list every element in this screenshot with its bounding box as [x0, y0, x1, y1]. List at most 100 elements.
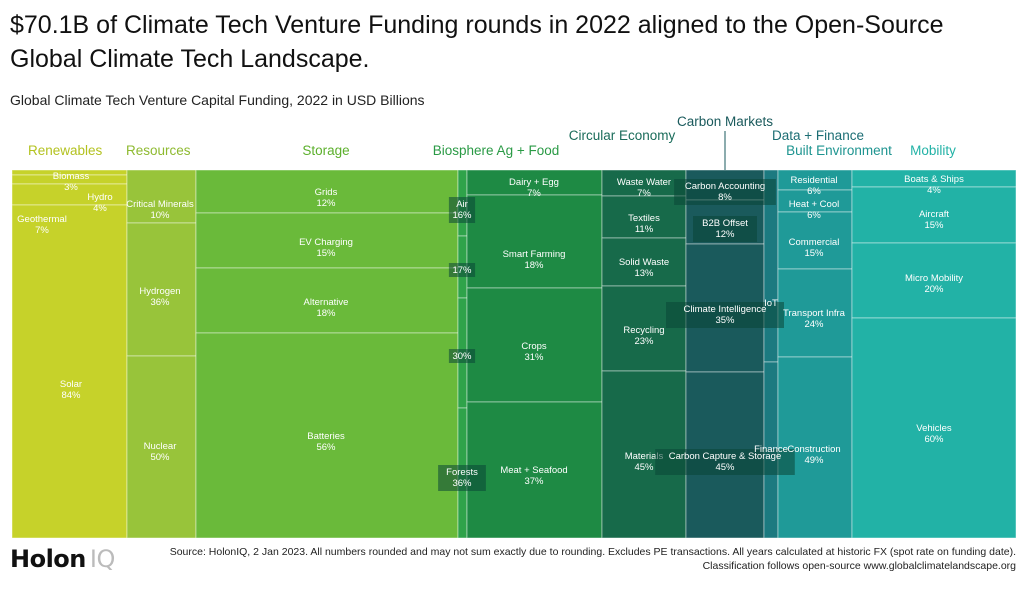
segment-value-storage-3: 56%: [316, 442, 336, 453]
segment-label-built-environment-commercial: Commercial: [789, 237, 840, 248]
segment-label-ag-food-smart-farming: Smart Farming: [503, 249, 566, 260]
segment-label-circular-economy-solid-waste: Solid Waste: [619, 257, 669, 268]
segment-label-circular-economy-waste-water: Waste Water: [617, 177, 671, 188]
segment-value-mobility-3: 60%: [924, 434, 944, 445]
label-box-carbon-markets-1: [693, 216, 757, 242]
label-box-biosphere-0: [448, 197, 476, 223]
category-label-renewables: Renewables: [28, 143, 103, 158]
segment-label-carbon-markets-b2b-offset: B2B Offset: [702, 218, 748, 229]
segment-label-ag-food-meat-seafood: Meat + Seafood: [500, 465, 567, 476]
segment-value-circular-economy-0: 7%: [637, 188, 651, 199]
segment-label-biosphere-air: Air: [456, 199, 468, 210]
segment-value-circular-economy-4: 45%: [634, 462, 654, 473]
segment-label-carbon-markets-carbon-accounting: Carbon Accounting: [685, 181, 765, 192]
segment-label-resources-critical-minerals: Critical Minerals: [126, 199, 194, 210]
segment-value-resources-0: 10%: [150, 210, 170, 221]
segment-value-mobility-0: 4%: [927, 185, 941, 196]
segment-label-renewables-hydro: Hydro: [87, 192, 112, 203]
segment-label-renewables-biomass: Biomass: [53, 171, 90, 182]
category-label-biosphere-ag-food: Biosphere Ag + Food: [433, 143, 559, 158]
segment-label-storage-batteries: Batteries: [307, 431, 345, 442]
segment-label-ag-food-dairy-egg: Dairy + Egg: [509, 177, 559, 188]
segment-value-renewables-0: 3%: [64, 182, 78, 193]
tile-ag-food-dairy-egg-0: [466, 169, 603, 196]
label-box-biosphere-3: [438, 465, 486, 491]
category-label-mobility: Mobility: [910, 143, 956, 158]
tile-mobility-vehicles-3: [851, 317, 1017, 539]
tile-mobility-micro-mobility-2: [851, 242, 1017, 319]
category-label-carbon-markets: Carbon Markets: [677, 114, 773, 129]
segment-value-circular-economy-2: 13%: [634, 268, 654, 279]
label-box-biosphere-1: [448, 263, 476, 277]
tile-ag-food-smart-farming-1: [466, 194, 603, 289]
segment-value-resources-1: 36%: [150, 297, 170, 308]
segment-label-storage-alternative: Alternative: [304, 297, 349, 308]
source-note: Source: HolonIQ, 2 Jan 2023. All numbers…: [169, 546, 1016, 572]
segment-value-renewables-2: 7%: [35, 225, 49, 236]
category-label-data-finance: Data + Finance: [772, 128, 864, 143]
segment-value-built-environment-2: 15%: [804, 248, 824, 259]
segment-label-mobility-vehicles: Vehicles: [916, 423, 952, 434]
segment-value-resources-2: 50%: [150, 452, 170, 463]
segment-value-built-environment-3: 24%: [804, 319, 824, 330]
segment-label-mobility-aircraft: Aircraft: [919, 209, 949, 220]
segment-label-built-environment-transport-infra: Transport Infra: [783, 308, 846, 319]
segment-label-circular-economy-recycling: Recycling: [623, 325, 664, 336]
label-box-carbon-markets-3: [655, 449, 795, 475]
segment-value-storage-2: 18%: [316, 308, 336, 319]
segment-value-ag-food-3: 37%: [524, 476, 544, 487]
segment-label-storage-ev-charging: EV Charging: [299, 237, 353, 248]
category-label-storage: Storage: [302, 143, 349, 158]
segment-value-mobility-1: 15%: [924, 220, 944, 231]
logo-main-text: Holon: [10, 545, 86, 573]
segment-label-circular-economy-textiles: Textiles: [628, 213, 660, 224]
segment-label-data-finance-finance: Finance: [754, 444, 788, 455]
segment-label-ag-food-crops: Crops: [521, 341, 547, 352]
tile-mobility-aircraft-1: [851, 186, 1017, 244]
segment-value-ag-food-0: 7%: [527, 188, 541, 199]
tile-circular-economy-recycling-3: [601, 285, 687, 372]
segment-value-built-environment-1: 6%: [807, 210, 821, 221]
category-label-built-environment: Built Environment: [786, 143, 892, 158]
segment-label-resources-hydrogen: Hydrogen: [139, 286, 180, 297]
segment-label-resources-nuclear: Nuclear: [144, 441, 177, 452]
label-box-biosphere-2: [448, 349, 476, 363]
category-label-circular-economy: Circular Economy: [569, 128, 676, 143]
segment-label-carbon-markets-carbon-capture-storage: Carbon Capture & Storage: [669, 451, 781, 462]
segment-label-circular-economy-materials: Materials: [625, 451, 664, 462]
segment-label-built-environment-heat-cool: Heat + Cool: [789, 199, 839, 210]
segment-value-carbon-markets-3: 45%: [715, 462, 735, 473]
segment-value-circular-economy-3: 23%: [634, 336, 654, 347]
segment-value-storage-1: 15%: [316, 248, 336, 259]
segment-label-mobility-boats-ships: Boats & Ships: [904, 174, 964, 185]
segment-label-carbon-markets-climate-intelligence: Climate Intelligence: [684, 304, 767, 315]
tile-storage-ev-charging-1: [195, 212, 459, 269]
segment-value-ag-food-1: 18%: [524, 260, 544, 271]
segment-value-renewables-1: 4%: [93, 203, 107, 214]
tile-storage-batteries-3: [195, 332, 459, 539]
segment-value-mobility-2: 20%: [924, 284, 944, 295]
segment-value-built-environment-0: 6%: [807, 186, 821, 197]
tile-built-environment-construction-4: [777, 356, 853, 539]
chart-title: $70.1B of Climate Tech Venture Funding r…: [10, 11, 944, 73]
tile-renewables-solar-3: [11, 204, 128, 539]
tile-ag-food-crops-2: [466, 287, 603, 403]
category-label-resources: Resources: [126, 143, 191, 158]
segment-value-renewables-3: 84%: [61, 390, 81, 401]
segment-value-built-environment-4: 49%: [804, 455, 824, 466]
holoniq-logo: Holon IQ: [10, 545, 115, 573]
segment-label-biosphere-forests: Forests: [446, 467, 478, 478]
segment-label-renewables-solar: Solar: [60, 379, 82, 390]
segment-value-biosphere-2: 30%: [452, 351, 472, 362]
label-box-carbon-markets-0: [674, 179, 776, 205]
tile-resources-nuclear-2: [126, 355, 197, 539]
segment-value-biosphere-1: 17%: [452, 265, 472, 276]
label-box-carbon-markets-2: [666, 302, 784, 328]
tile-ag-food-meat-seafood-3: [466, 401, 603, 539]
segment-value-carbon-markets-1: 12%: [715, 229, 735, 240]
segment-label-storage-grids: Grids: [315, 187, 338, 198]
segment-value-circular-economy-1: 11%: [635, 224, 654, 235]
segment-label-built-environment-construction: Construction: [787, 444, 840, 455]
